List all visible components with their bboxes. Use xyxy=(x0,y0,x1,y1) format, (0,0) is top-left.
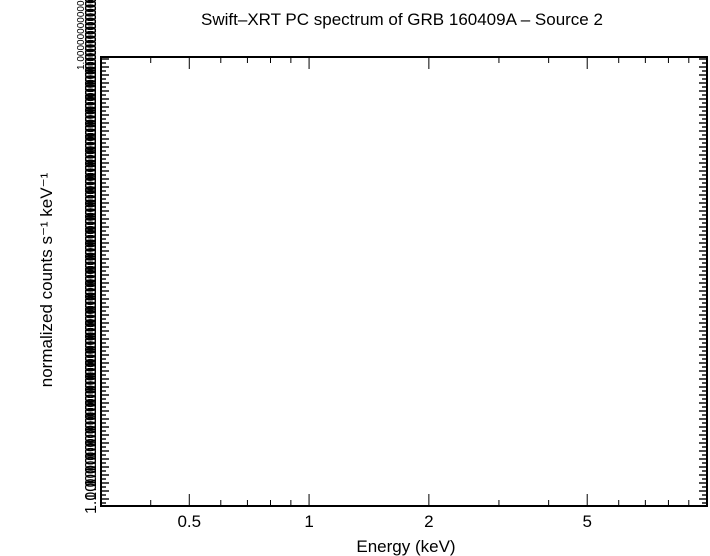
y-tick-label-21: 1.000000000000000 xyxy=(83,88,100,235)
y-tick-label-8: 1.000000000000000 xyxy=(83,261,100,408)
y-ticks xyxy=(101,58,707,504)
y-tick-label-23: 1.000000000000000 xyxy=(83,61,100,208)
x-ticks xyxy=(100,57,708,506)
y-tick-label-stack: 1.0000000000000001.0000000000000001.0000… xyxy=(83,0,100,514)
y-tick-label-31: 1.000000000000000 xyxy=(83,0,100,102)
y-top-tick-label: 1.000000000000000056 xyxy=(76,0,87,70)
y-tick-label-25: 1.000000000000000 xyxy=(83,35,100,182)
y-tick-label-9: 1.000000000000000 xyxy=(83,247,100,394)
plot-frame xyxy=(100,56,708,507)
y-tick-label-24: 1.000000000000000 xyxy=(83,48,100,195)
y-tick-label-7: 1.000000000000000 xyxy=(83,274,100,421)
y-tick-label-33: 1.000000000000000 xyxy=(83,0,100,75)
y-tick-label-18: 1.000000000000000 xyxy=(83,128,100,275)
y-tick-label-28: 1.000000000000000 xyxy=(83,0,100,142)
x-axis-label: Energy (keV) xyxy=(356,537,455,556)
y-tick-label-26: 1.000000000000000 xyxy=(83,21,100,168)
y-tick-label-19: 1.000000000000000 xyxy=(83,114,100,261)
y-tick-label-3: 1.000000000000000 xyxy=(83,327,100,474)
y-tick-label-30: 1.000000000000000 xyxy=(83,0,100,115)
y-tick-label-14: 1.000000000000000 xyxy=(83,181,100,328)
x-tick-label-2: 2 xyxy=(424,512,433,531)
y-tick-label-2: 1.000000000000000 xyxy=(83,340,100,487)
y-tick-label-4: 1.000000000000000 xyxy=(83,314,100,461)
x-tick-labels: 0.5 1 2 5 xyxy=(177,512,591,531)
y-tick-label-6: 1.000000000000000 xyxy=(83,287,100,434)
x-tick-label-0: 0.5 xyxy=(177,512,201,531)
y-tick-label-32: 1.000000000000000 xyxy=(83,0,100,88)
y-tick-label-29: 1.000000000000000 xyxy=(83,0,100,128)
y-tick-label-10: 1.000000000000000 xyxy=(83,234,100,381)
y-tick-label-27: 1.000000000000000 xyxy=(83,8,100,155)
y-tick-label-13: 1.000000000000000 xyxy=(83,194,100,341)
y-tick-label-1: 1.000000000000000 xyxy=(83,354,100,501)
y-tick-label-17: 1.000000000000000 xyxy=(83,141,100,288)
y-tick-label-22: 1.000000000000000 xyxy=(83,74,100,221)
y-tick-label-0: 1.000000000000000 xyxy=(83,367,100,514)
y-tick-label-12: 1.000000000000000 xyxy=(83,207,100,354)
y-tick-label-16: 1.000000000000000 xyxy=(83,154,100,301)
y-tick-label-5: 1.000000000000000 xyxy=(83,301,100,448)
y-tick-label-15: 1.000000000000000 xyxy=(83,168,100,315)
y-tick-label-11: 1.000000000000000 xyxy=(83,221,100,368)
y-tick-label-20: 1.000000000000000 xyxy=(83,101,100,248)
y-axis-label: normalized counts s⁻¹ keV⁻¹ xyxy=(37,172,56,387)
x-tick-label-1: 1 xyxy=(304,512,313,531)
chart-title: Swift–XRT PC spectrum of GRB 160409A – S… xyxy=(201,10,603,29)
x-tick-label-3: 5 xyxy=(582,512,591,531)
